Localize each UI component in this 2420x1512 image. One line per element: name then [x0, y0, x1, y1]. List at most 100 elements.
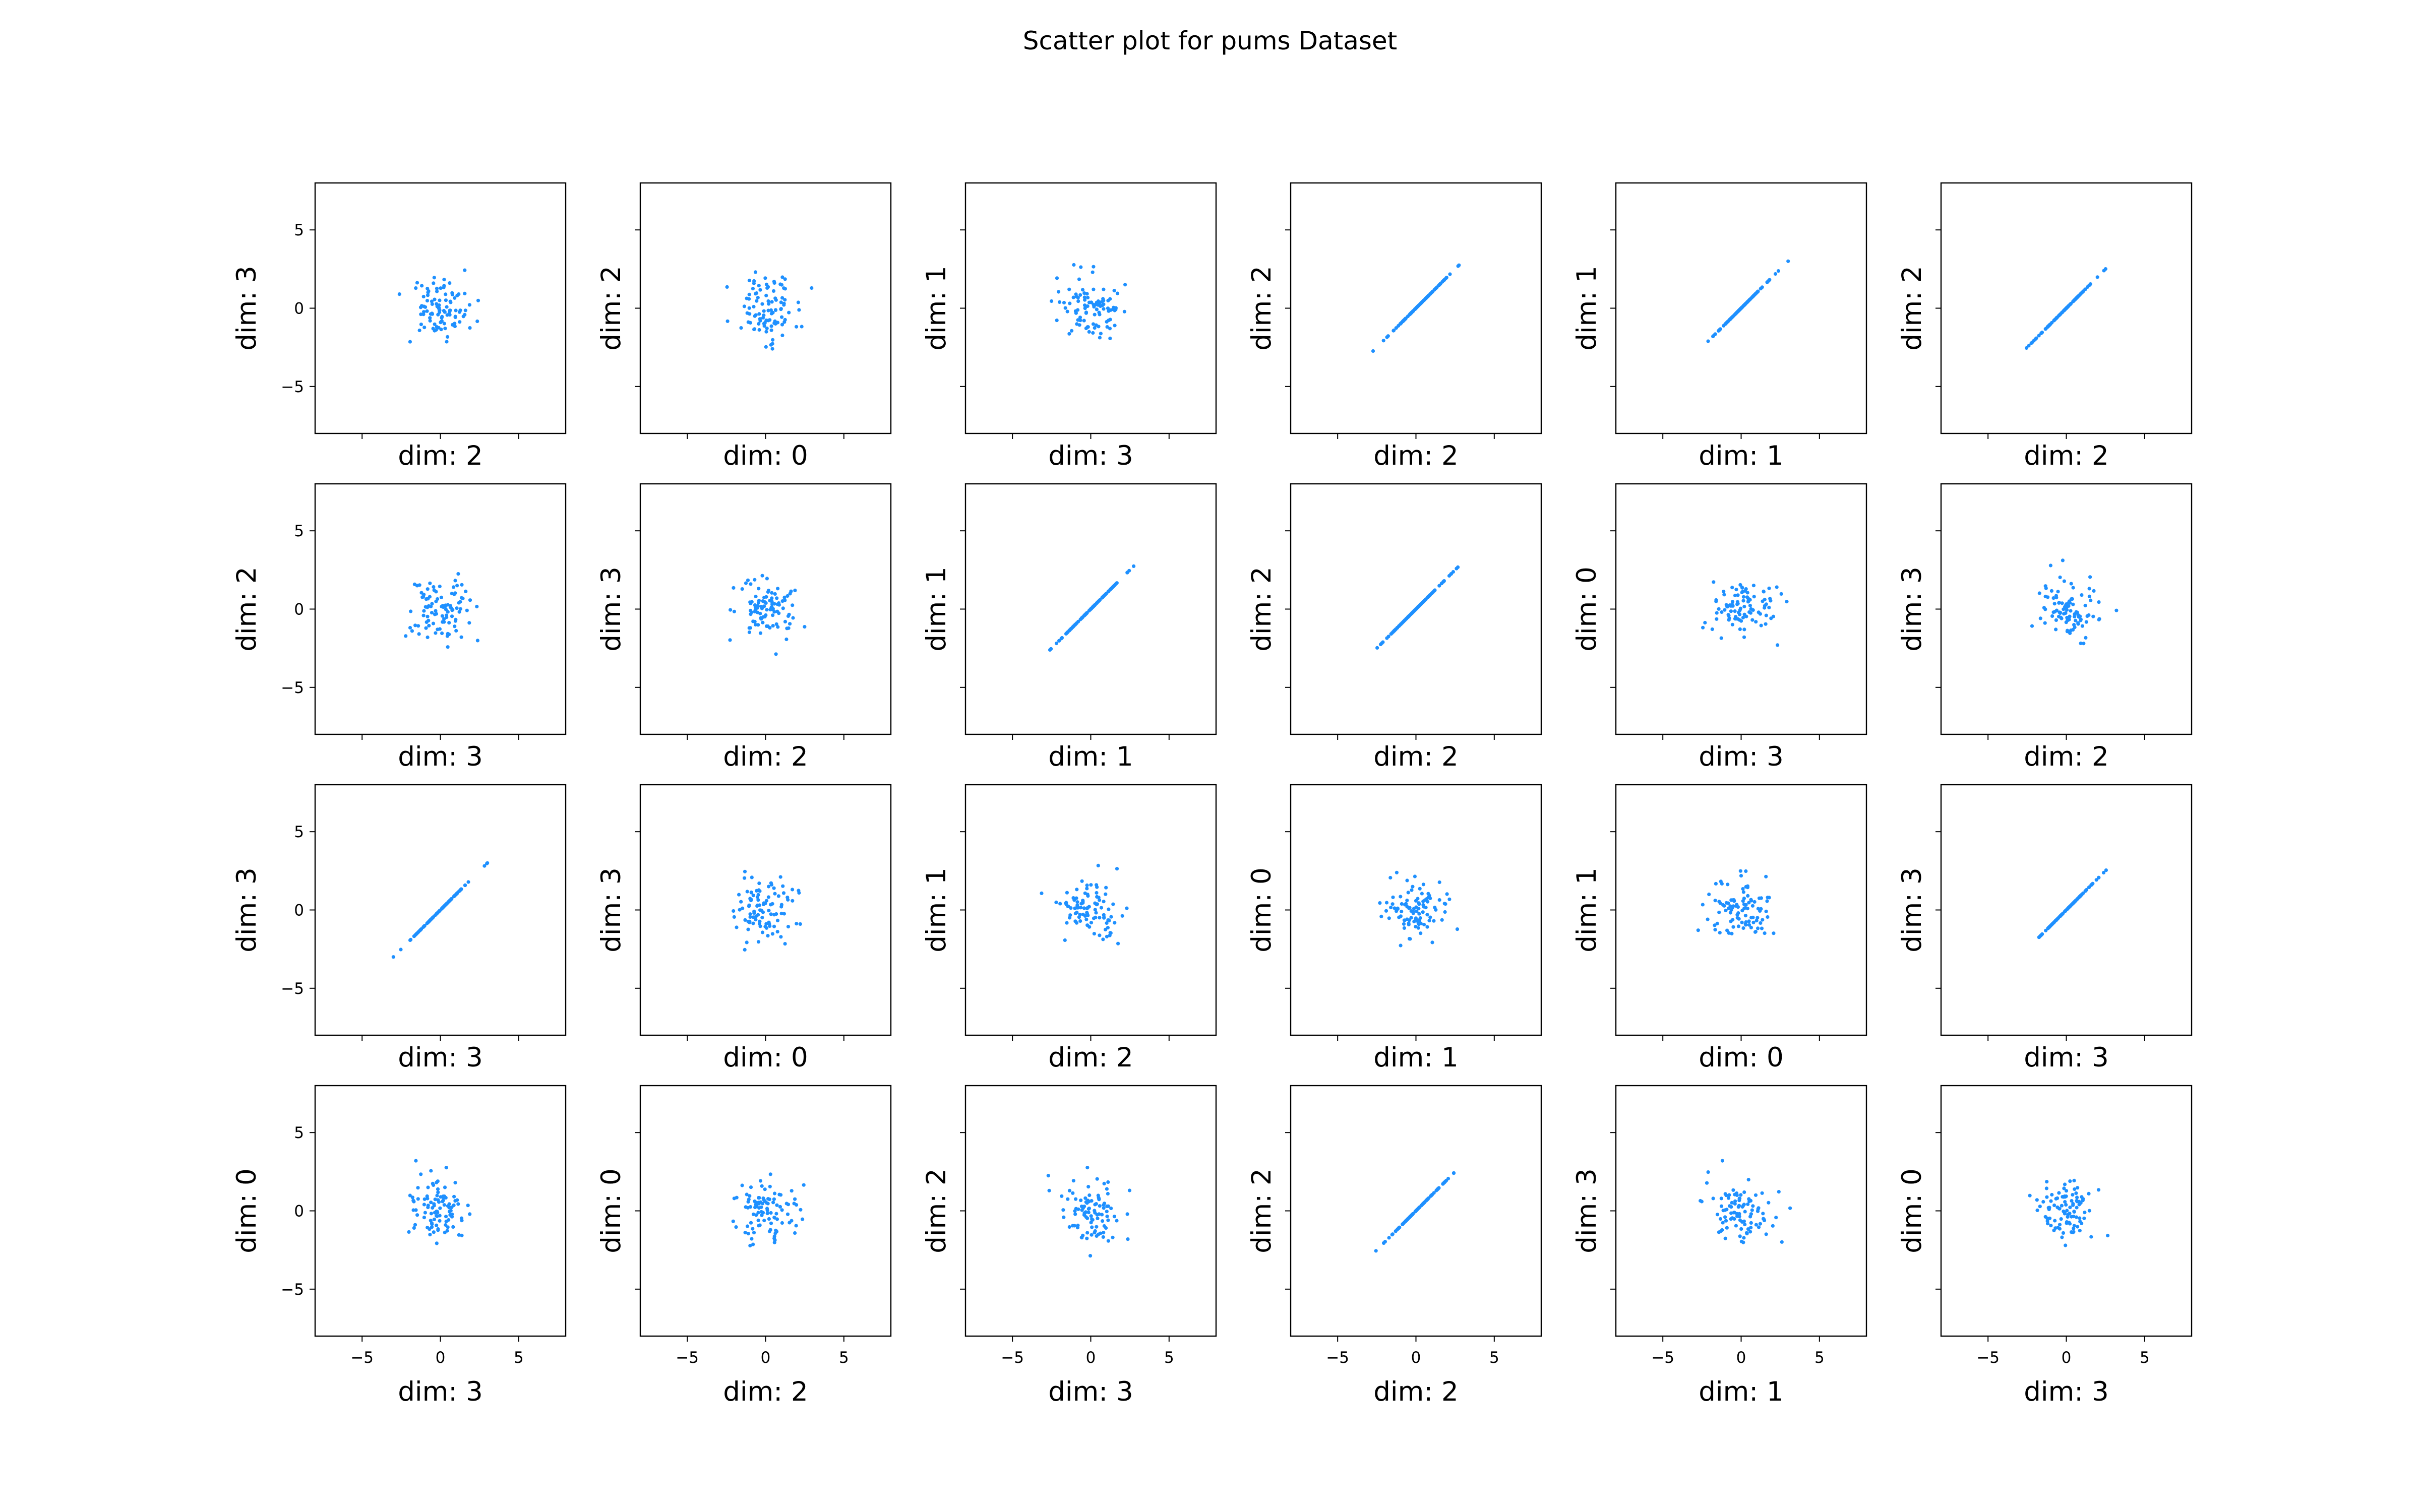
data-point [1410, 611, 1414, 615]
data-point [1067, 332, 1071, 336]
data-point [1094, 911, 1098, 915]
data-point [413, 1223, 417, 1227]
data-point [1725, 1226, 1729, 1230]
data-point [1733, 1199, 1737, 1203]
data-point [1725, 1208, 1729, 1212]
data-point [2070, 1215, 2074, 1219]
data-point [1397, 624, 1401, 628]
figure-title: Scatter plot for pums Dataset [1023, 26, 1398, 55]
data-point [765, 1209, 769, 1213]
data-point [2062, 1186, 2066, 1190]
data-point [2076, 621, 2080, 625]
data-point [2054, 627, 2058, 632]
data-point [757, 881, 761, 886]
data-point [1090, 1217, 1094, 1221]
data-point [1091, 331, 1095, 335]
data-point [800, 325, 804, 329]
data-point [1715, 1213, 1720, 1217]
data-point [797, 889, 801, 893]
data-point [1756, 1209, 1760, 1213]
scatter-points [728, 574, 807, 656]
data-point [1743, 1210, 1747, 1214]
data-point [434, 631, 438, 635]
data-point [1402, 619, 1406, 623]
data-point [2035, 1198, 2039, 1202]
data-point [422, 1216, 427, 1220]
data-point [1732, 899, 1736, 903]
data-point [440, 316, 444, 320]
data-point [1724, 901, 1728, 905]
data-point [429, 1201, 433, 1205]
data-point [1763, 597, 1767, 602]
data-point [2043, 607, 2047, 611]
data-point [1757, 1225, 1761, 1229]
data-point [2046, 324, 2050, 328]
data-point [2071, 602, 2075, 606]
data-point [1096, 299, 1100, 303]
data-point [1092, 265, 1096, 269]
data-point [1735, 1212, 1739, 1216]
data-point [1077, 915, 1081, 919]
data-point [762, 309, 766, 313]
data-point [422, 326, 427, 330]
data-point [2073, 625, 2077, 629]
data-point [1737, 1204, 1741, 1208]
data-point [1083, 1196, 1087, 1200]
data-point [2060, 1235, 2064, 1239]
data-point [1112, 1215, 1116, 1219]
data-point [454, 628, 458, 633]
data-point [463, 268, 467, 272]
data-point [1399, 914, 1403, 918]
data-point [1407, 937, 1412, 941]
data-point [753, 270, 758, 274]
data-point [1049, 647, 1053, 651]
data-point [1413, 874, 1417, 878]
data-point [430, 299, 434, 303]
data-point [1093, 603, 1097, 607]
data-point [1726, 883, 1730, 887]
data-point [1740, 920, 1744, 924]
data-point [785, 626, 789, 631]
x-tick-label: 0 [2062, 1349, 2072, 1367]
data-point [796, 300, 800, 304]
data-point [1738, 1218, 1742, 1222]
data-point [1759, 907, 1763, 911]
data-point [1759, 921, 1763, 925]
data-point [739, 326, 743, 330]
scatter-points [391, 861, 490, 959]
data-point [2064, 604, 2068, 608]
data-point [1085, 1166, 1090, 1170]
data-point [787, 310, 791, 314]
data-point [1764, 622, 1768, 626]
x-axis-label: dim: 3 [398, 741, 482, 772]
data-point [2040, 932, 2044, 936]
data-point [1407, 921, 1411, 925]
data-point [2080, 893, 2084, 897]
data-point [443, 1185, 447, 1189]
data-point [1736, 905, 1740, 909]
data-point [445, 305, 449, 309]
data-point [1382, 1241, 1386, 1245]
subplot-4-4: −5 0 5 dim: 2 dim: 2 [1246, 1085, 1542, 1407]
data-point [1402, 926, 1406, 930]
data-point [795, 325, 799, 329]
data-point [750, 875, 754, 879]
data-point [1395, 909, 1399, 913]
data-point [783, 942, 787, 946]
data-point [2071, 1193, 2075, 1197]
data-point [1732, 1211, 1736, 1215]
data-point [413, 623, 417, 627]
data-point [1730, 600, 1735, 604]
data-point [1083, 298, 1087, 302]
data-point [785, 896, 790, 900]
data-point [1731, 1188, 1735, 1192]
data-point [441, 1199, 445, 1203]
data-point [1093, 326, 1097, 330]
data-point [1058, 902, 1062, 906]
data-point [1747, 610, 1751, 614]
data-point [432, 1183, 436, 1187]
data-point [786, 1203, 791, 1207]
data-point [1421, 1202, 1425, 1206]
data-point [1419, 602, 1423, 606]
